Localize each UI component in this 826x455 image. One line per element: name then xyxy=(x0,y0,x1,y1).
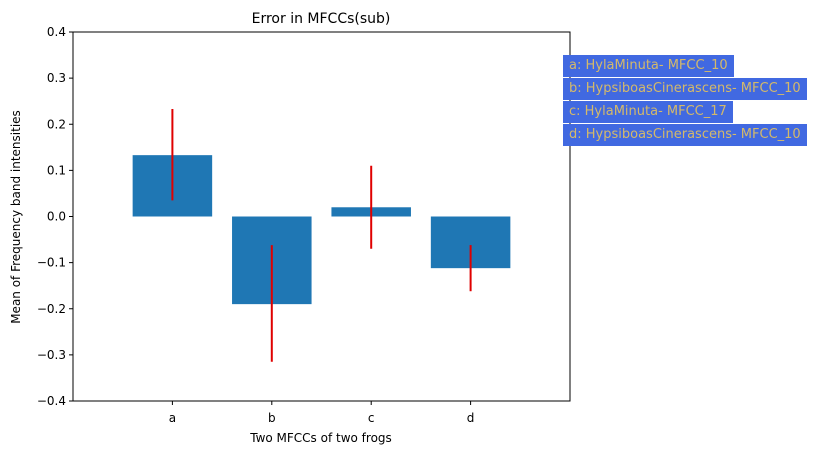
x-tick-label: c xyxy=(368,411,375,425)
y-tick-label: −0.4 xyxy=(37,394,66,408)
legend-item-b: b: HypsiboasCinerascens- MFCC_10 xyxy=(563,78,807,100)
y-tick-label: 0.1 xyxy=(47,163,66,177)
error-bars-group xyxy=(171,109,472,362)
plot-area-frame xyxy=(72,31,571,402)
y-tick-label: 0.0 xyxy=(47,210,66,224)
y-tick-label: −0.1 xyxy=(37,256,66,270)
legend-item-d: d: HypsiboasCinerascens- MFCC_10 xyxy=(563,124,807,146)
x-axis-label: Two MFCCs of two frogs xyxy=(249,431,392,445)
y-axis-label: Mean of Frequency band intensities xyxy=(9,110,23,324)
y-tick-label: 0.4 xyxy=(47,25,66,39)
y-tick-label: −0.3 xyxy=(37,348,66,362)
chart-title: Error in MFCCs(sub) xyxy=(252,11,391,27)
legend-item-c: c: HylaMinuta- MFCC_17 xyxy=(563,101,733,123)
y-tick-label: −0.2 xyxy=(37,302,66,316)
legend-item-a: a: HylaMinuta- MFCC_10 xyxy=(563,55,734,77)
x-tick-label: d xyxy=(467,411,475,425)
y-tick-label: 0.3 xyxy=(47,71,66,85)
x-tick-label: b xyxy=(268,411,276,425)
x-tick-label: a xyxy=(169,411,176,425)
y-tick-label: 0.2 xyxy=(47,117,66,131)
x-ticks-group: a b c d xyxy=(169,401,475,425)
y-ticks-group: −0.4 −0.3 −0.2 −0.1 0.0 0.1 0.2 0.3 0.4 xyxy=(37,25,73,408)
bars-group xyxy=(132,155,511,305)
